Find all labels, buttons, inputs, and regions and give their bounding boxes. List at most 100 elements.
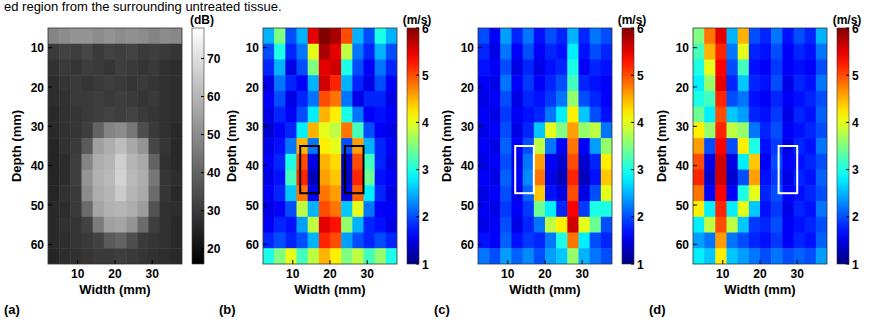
heatmap-cell	[126, 154, 138, 170]
heatmap-cell	[341, 75, 353, 91]
heatmap-cell	[48, 154, 60, 170]
colorbar-tick-label: 40	[207, 166, 221, 180]
heatmap-cell	[59, 185, 71, 201]
heatmap-cell	[590, 122, 602, 138]
heatmap-cell	[59, 122, 71, 138]
x-tick	[77, 260, 78, 264]
heatmap-cell	[601, 91, 612, 107]
heatmap-cell	[386, 28, 397, 44]
heatmap-cell	[478, 59, 490, 75]
panel: 102030405060102030Width (mm)Depth (mm)(c…	[434, 13, 646, 317]
heatmap-cell	[567, 107, 579, 123]
colorbar-tick-label: 1	[852, 258, 859, 272]
heatmap-cell	[297, 107, 309, 123]
heatmap-cell	[126, 75, 138, 91]
heatmap-cell	[82, 59, 94, 75]
heatmap-cell	[590, 91, 602, 107]
heatmap-cell	[478, 44, 490, 60]
heatmap-cell	[115, 75, 127, 91]
heatmap-cell	[715, 44, 727, 60]
colorbar	[407, 28, 419, 264]
heatmap-cell	[137, 185, 149, 201]
heatmap-cell	[704, 44, 716, 60]
heatmap-cell	[738, 59, 750, 75]
heatmap-cell	[704, 233, 716, 249]
heatmap-cell	[274, 44, 286, 60]
heatmap-cell	[489, 217, 501, 233]
heatmap-cell	[352, 122, 364, 138]
heatmap-cell	[805, 44, 817, 60]
heatmap-cell	[782, 59, 794, 75]
heatmap-cell	[727, 217, 739, 233]
heatmap-cell	[693, 170, 705, 186]
colorbar-tick	[201, 248, 204, 249]
heatmap-cell	[263, 122, 275, 138]
heatmap-cell	[297, 91, 309, 107]
heatmap-cell	[727, 154, 739, 170]
heatmap-cell	[104, 201, 116, 217]
heatmap-cell	[171, 170, 182, 186]
y-tick	[478, 126, 482, 127]
heatmap-cell	[297, 154, 309, 170]
heatmap-cell	[319, 122, 331, 138]
panel: 102030405060102030Width (mm)Depth (mm)(b…	[219, 13, 431, 317]
heatmap-cell	[782, 217, 794, 233]
heatmap-cell	[478, 154, 490, 170]
heatmap-cell	[704, 28, 716, 44]
colorbar-tick	[416, 75, 419, 76]
heatmap-cell	[93, 233, 105, 249]
heatmap-cell	[126, 233, 138, 249]
heatmap-cell	[693, 122, 705, 138]
heatmap-cell	[274, 59, 286, 75]
x-tick	[292, 260, 293, 264]
heatmap-cell	[375, 44, 387, 60]
heatmap-cell	[590, 107, 602, 123]
plot-frame	[693, 28, 827, 264]
heatmap-cell	[341, 28, 353, 44]
heatmap-cell	[567, 201, 579, 217]
heatmap-cell	[297, 122, 309, 138]
colorbar-tick	[846, 169, 849, 170]
heatmap-cell	[500, 170, 512, 186]
heatmap-cell	[805, 201, 817, 217]
heatmap-cell	[104, 75, 116, 91]
heatmap-cell	[70, 248, 82, 264]
heatmap-cell	[48, 59, 60, 75]
y-tick-label: 60	[461, 238, 475, 252]
heatmap-cell	[82, 233, 94, 249]
heatmap-cell	[805, 233, 817, 249]
heatmap-cell	[48, 91, 60, 107]
heatmap-cell	[137, 44, 149, 60]
heatmap-cell	[590, 201, 602, 217]
heatmap-cell	[319, 107, 331, 123]
colorbar-tick-label: 2	[637, 210, 644, 224]
heatmap-cell	[386, 91, 397, 107]
x-tick-label: 10	[71, 267, 85, 281]
heatmap-cell	[760, 217, 772, 233]
heatmap-cell	[70, 107, 82, 123]
heatmap-cell	[137, 201, 149, 217]
heatmap-cell	[727, 28, 739, 44]
heatmap-cell	[816, 75, 827, 91]
heatmap-cell	[805, 170, 817, 186]
heatmap-cell	[489, 122, 501, 138]
heatmap-cell	[263, 75, 275, 91]
heatmap-cell	[500, 201, 512, 217]
heatmap-cell	[489, 75, 501, 91]
heatmap-cell	[386, 185, 397, 201]
x-axis-title: Width (mm)	[509, 282, 580, 297]
heatmap-cell	[816, 233, 827, 249]
heatmap-cell	[352, 233, 364, 249]
heatmap-cell	[715, 75, 727, 91]
heatmap-cell	[556, 59, 568, 75]
heatmap-cell	[330, 75, 342, 91]
heatmap-cell	[48, 44, 60, 60]
heatmap-cell	[771, 28, 783, 44]
heatmap-cell	[308, 248, 320, 264]
heatmap-cell	[285, 44, 297, 60]
heatmap-cell	[816, 107, 827, 123]
heatmap-cell	[70, 91, 82, 107]
heatmap-cell	[749, 44, 761, 60]
heatmap-cell	[319, 28, 331, 44]
y-tick	[263, 47, 267, 48]
